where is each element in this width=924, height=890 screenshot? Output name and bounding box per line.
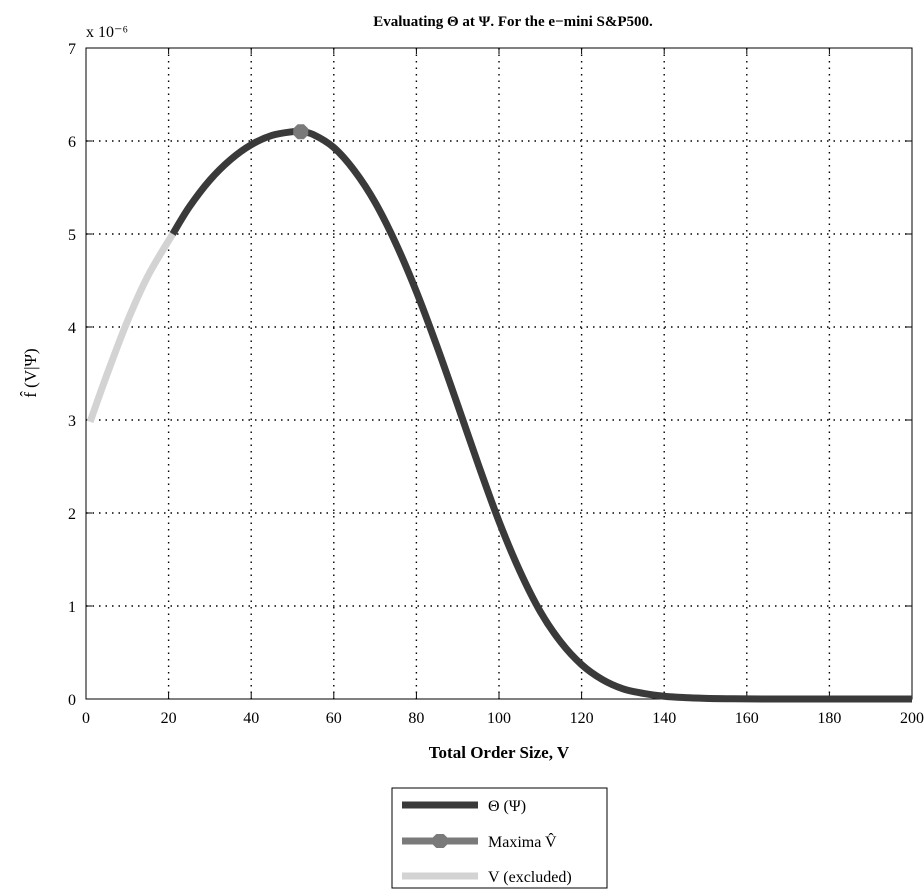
- x-axis-label: Total Order Size, V: [429, 743, 570, 762]
- maxima-point: [293, 124, 309, 140]
- x-tick-label: 40: [243, 710, 259, 727]
- y-tick-label: 6: [68, 134, 76, 151]
- x-tick-label: 180: [817, 710, 841, 727]
- x-tick-label: 120: [570, 710, 594, 727]
- x-tick-label: 20: [161, 710, 177, 727]
- legend-label-theta: Θ (Ψ): [488, 798, 526, 815]
- legend-label-excluded: V (excluded): [488, 869, 572, 886]
- grid-lines: [86, 48, 912, 699]
- y-tick-label: 4: [68, 320, 76, 337]
- x-tick-label: 140: [652, 710, 676, 727]
- y-tick-label: 1: [68, 599, 76, 616]
- legend-label-maxima: Maxima V̂: [488, 832, 557, 851]
- legend: Θ (Ψ) Maxima V̂ V (excluded): [391, 787, 608, 889]
- x-tick-label: 0: [82, 710, 90, 727]
- y-tick-label: 5: [68, 227, 76, 244]
- series-line-excluded: [86, 232, 176, 424]
- y-tick-label: 7: [68, 41, 76, 58]
- y-tick-label: 3: [68, 413, 76, 430]
- x-tick-label: 60: [326, 710, 342, 727]
- x-tick-label: 160: [735, 710, 759, 727]
- y-tick-label: 0: [68, 692, 76, 709]
- y-exponent-label: x 10⁻⁶: [86, 24, 128, 41]
- y-tick-label: 2: [68, 506, 76, 523]
- x-tick-label: 80: [408, 710, 424, 727]
- legend-maxima-marker: [433, 834, 447, 848]
- y-axis-label: f̂ (V|Ψ): [20, 348, 40, 397]
- x-tick-label: 100: [487, 710, 511, 727]
- series-group: [86, 124, 912, 703]
- series-line-theta: [169, 127, 912, 703]
- y-axis: 0 1 2 3 4 5 6 7: [68, 41, 912, 709]
- x-tick-label: 200: [900, 710, 924, 727]
- chart-title: Evaluating Θ at Ψ. For the e−mini S&P500…: [373, 14, 653, 30]
- x-axis: 0 20 40 60 80 100 120 140 160 180 200: [82, 48, 924, 727]
